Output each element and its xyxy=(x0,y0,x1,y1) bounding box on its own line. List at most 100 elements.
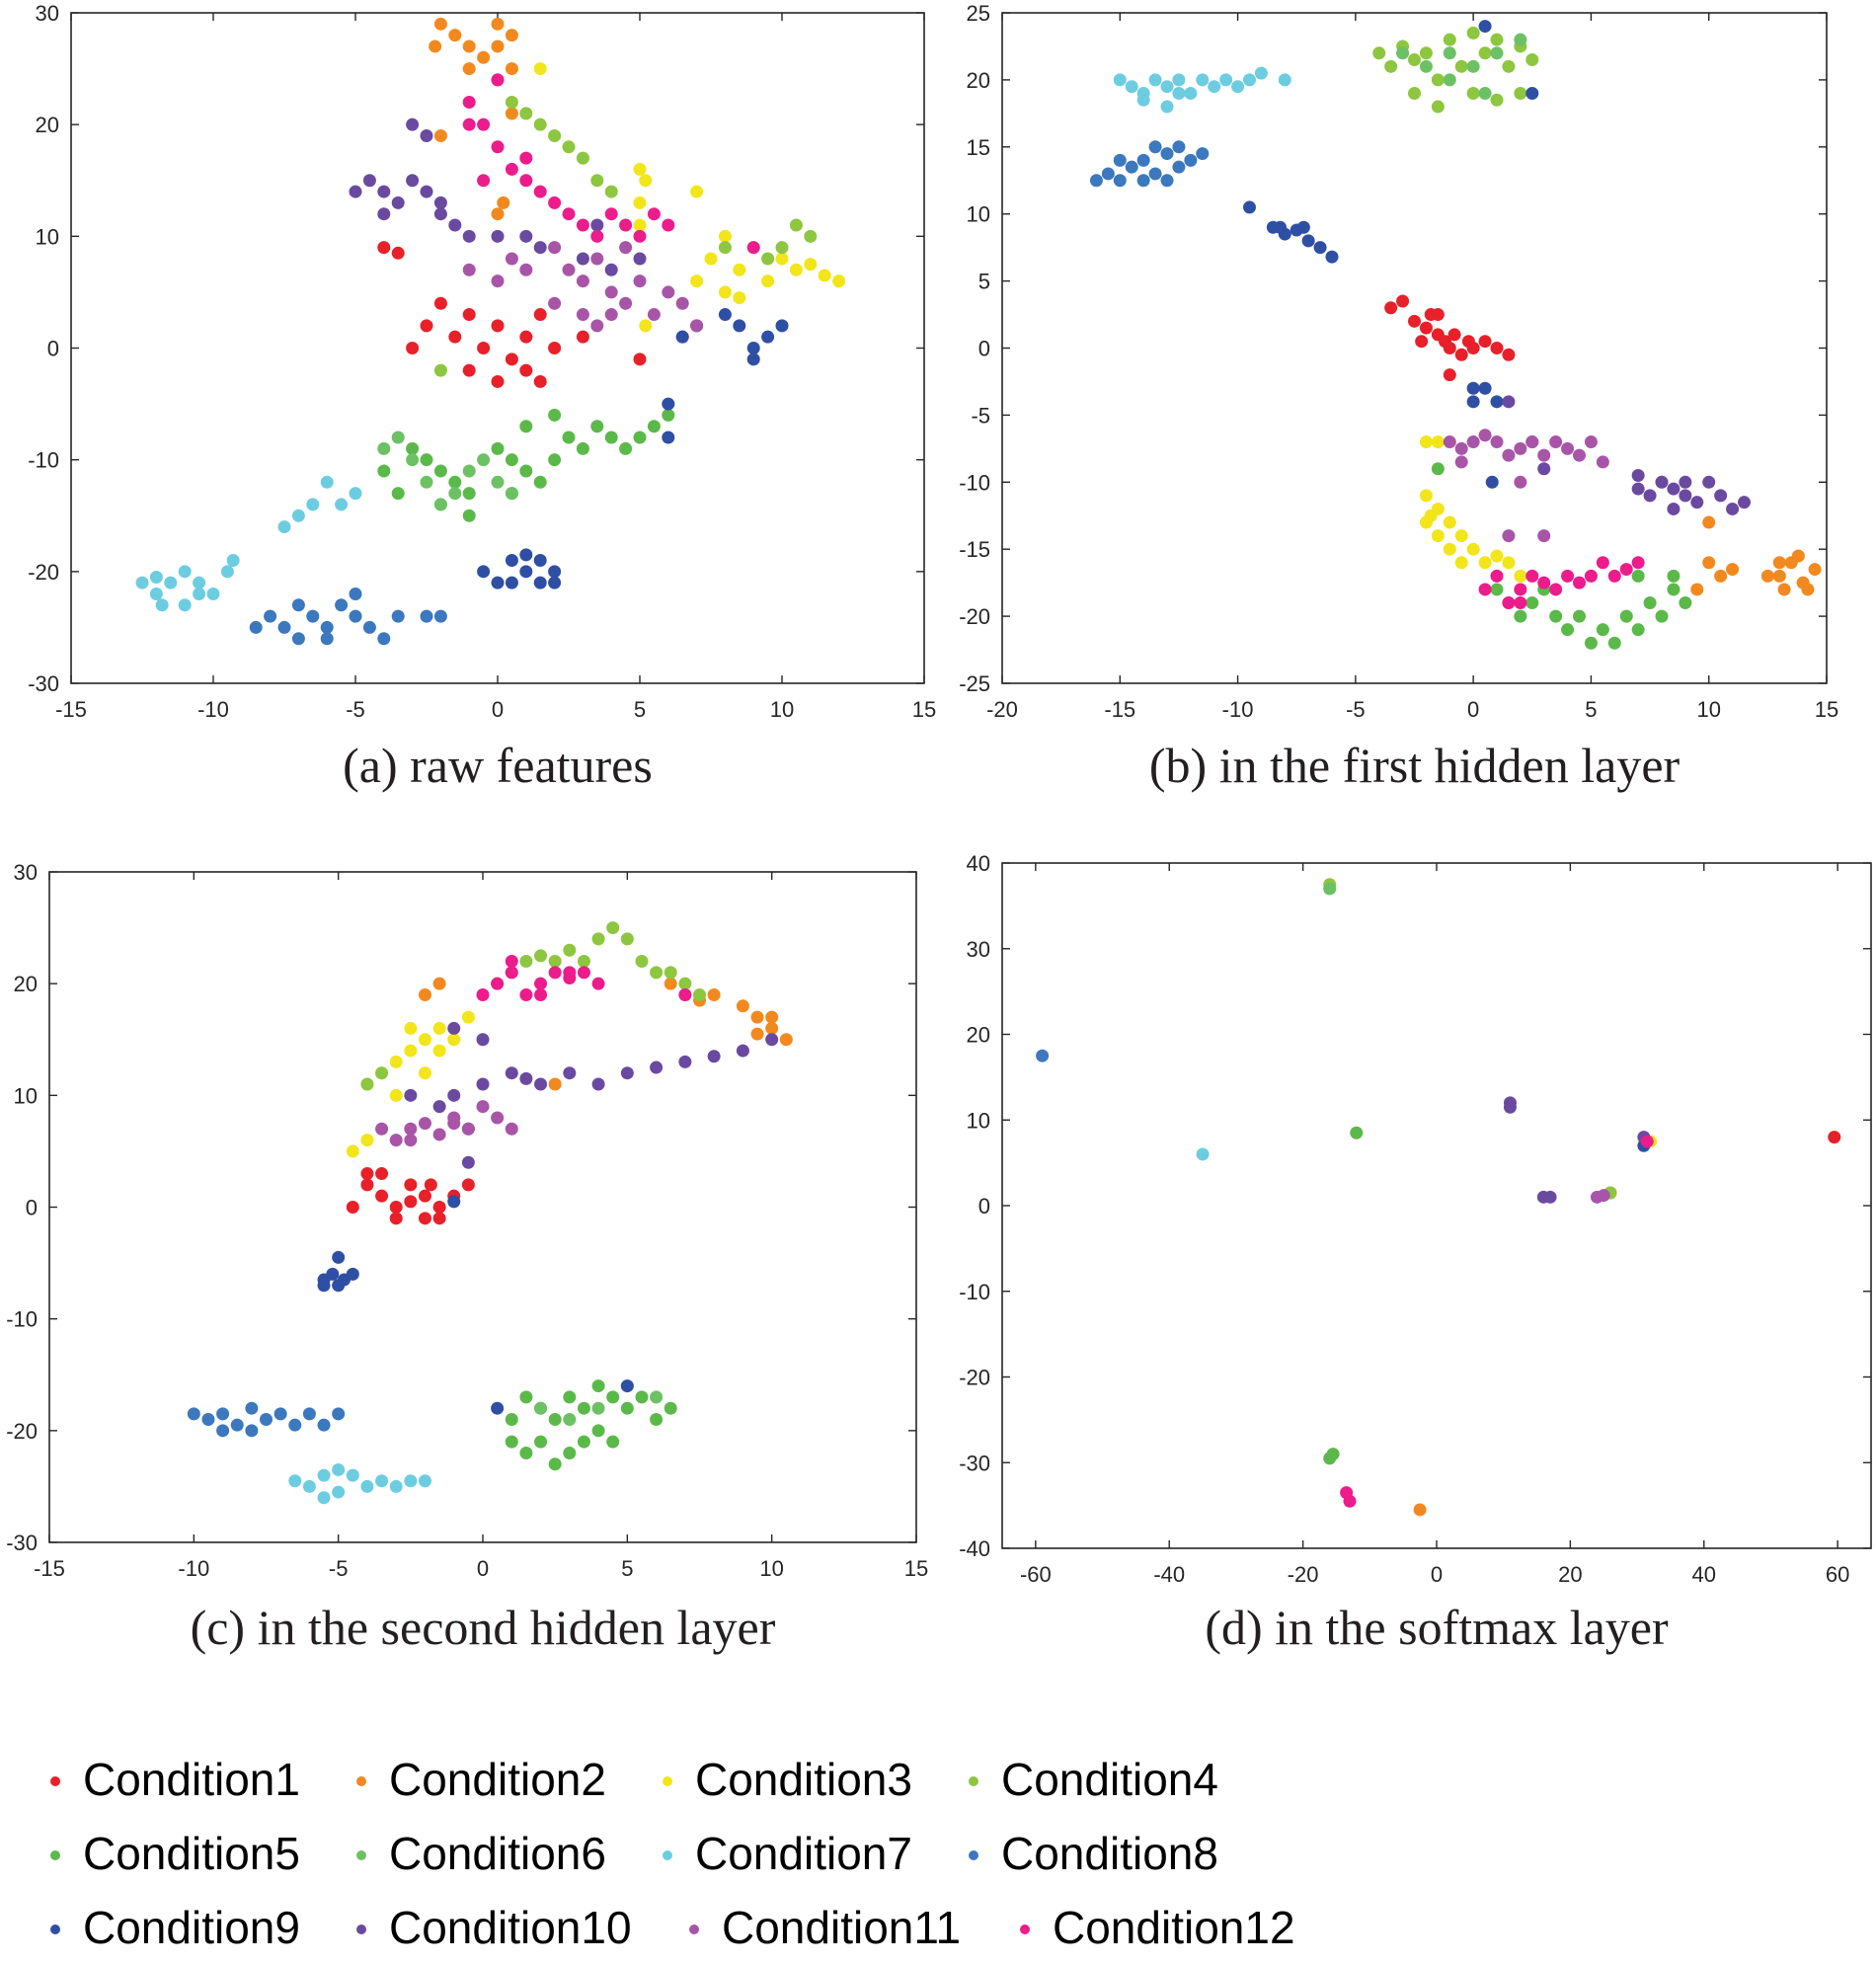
data-point xyxy=(462,39,476,53)
legend-marker xyxy=(50,1850,60,1860)
data-point xyxy=(491,374,505,388)
data-point xyxy=(332,1462,346,1476)
data-point xyxy=(1301,234,1315,248)
data-point xyxy=(675,330,689,344)
data-point xyxy=(448,330,462,344)
data-point xyxy=(178,565,192,579)
data-point xyxy=(462,229,476,243)
series-condition11 xyxy=(1590,1189,1610,1204)
data-point xyxy=(519,955,533,969)
data-point xyxy=(1791,549,1805,563)
y-tick-label: 5 xyxy=(978,270,990,294)
legend-marker xyxy=(969,1850,978,1860)
data-point xyxy=(1172,140,1186,154)
data-point xyxy=(391,431,405,444)
data-point xyxy=(424,1178,437,1192)
data-point xyxy=(135,576,149,589)
data-point xyxy=(476,987,490,1001)
data-point xyxy=(447,1088,461,1102)
data-point xyxy=(761,330,775,344)
legend-item-condition5: Condition5 xyxy=(50,1828,300,1879)
data-point xyxy=(1777,583,1791,596)
data-point xyxy=(274,1407,287,1421)
data-point xyxy=(1160,100,1174,114)
data-point xyxy=(505,162,518,176)
legend-item-condition8: Condition8 xyxy=(969,1828,1218,1879)
series-condition12 xyxy=(476,955,692,1001)
data-point xyxy=(404,1178,418,1192)
data-point xyxy=(1419,59,1433,73)
legend-marker xyxy=(50,1776,60,1786)
data-point xyxy=(320,475,334,489)
series-condition7 xyxy=(1196,1147,1210,1161)
data-point xyxy=(650,1061,664,1074)
data-point xyxy=(678,987,692,1001)
data-point xyxy=(591,1424,605,1438)
data-point xyxy=(633,218,647,232)
data-point xyxy=(1101,167,1115,181)
data-point xyxy=(1490,342,1504,354)
data-point xyxy=(462,118,476,131)
data-point xyxy=(736,1044,749,1058)
data-point xyxy=(418,1033,431,1047)
data-point xyxy=(1443,542,1456,556)
plot-area xyxy=(1001,862,1872,1549)
data-point xyxy=(1631,556,1645,570)
data-point xyxy=(1537,462,1551,476)
data-point xyxy=(591,977,605,990)
data-point xyxy=(505,1413,518,1427)
data-point xyxy=(1643,489,1657,503)
data-point xyxy=(733,291,746,305)
data-point xyxy=(533,554,547,568)
series-condition1 xyxy=(377,241,689,388)
data-point xyxy=(533,241,547,255)
data-point xyxy=(533,308,547,322)
data-point xyxy=(477,565,491,579)
data-point xyxy=(1408,314,1421,328)
data-point xyxy=(736,999,749,1013)
data-point xyxy=(1597,1189,1610,1203)
data-point xyxy=(462,308,476,322)
series-condition5 xyxy=(1431,462,1692,650)
x-tick-label: -15 xyxy=(34,1556,65,1581)
data-point xyxy=(1514,441,1527,455)
data-point xyxy=(349,587,362,600)
data-point xyxy=(230,1418,244,1432)
data-point xyxy=(433,363,447,377)
data-point xyxy=(1431,100,1445,114)
series-condition10 xyxy=(1502,395,1751,515)
data-point xyxy=(533,185,547,198)
data-point xyxy=(548,296,562,310)
data-point xyxy=(1490,569,1504,583)
data-point xyxy=(1525,435,1539,449)
series-condition9 xyxy=(1243,20,1539,489)
data-point xyxy=(1514,86,1527,100)
x-tick-label: -5 xyxy=(346,697,365,722)
data-point xyxy=(448,475,462,489)
data-point xyxy=(1772,569,1786,583)
legend-label: Condition2 xyxy=(389,1754,606,1805)
data-point xyxy=(420,453,433,467)
data-point xyxy=(332,1407,346,1421)
data-point xyxy=(277,620,291,634)
data-point xyxy=(1172,73,1186,87)
data-point xyxy=(562,140,576,154)
data-point xyxy=(1667,482,1681,496)
data-point xyxy=(662,218,675,232)
x-tick-label: 0 xyxy=(492,697,504,722)
data-point xyxy=(1113,174,1127,188)
data-point xyxy=(1631,482,1645,496)
data-point xyxy=(1325,250,1339,264)
data-point xyxy=(1443,342,1456,354)
data-point xyxy=(335,598,349,612)
data-point xyxy=(1485,475,1499,489)
data-point xyxy=(432,1044,446,1058)
data-point xyxy=(650,1413,664,1427)
data-point xyxy=(1525,596,1539,610)
data-point xyxy=(1466,59,1480,73)
y-tick-label: 20 xyxy=(14,972,38,996)
data-point xyxy=(447,1117,461,1131)
x-tick-label: 20 xyxy=(1558,1562,1582,1587)
data-point xyxy=(1619,609,1633,623)
data-point xyxy=(1372,46,1386,60)
